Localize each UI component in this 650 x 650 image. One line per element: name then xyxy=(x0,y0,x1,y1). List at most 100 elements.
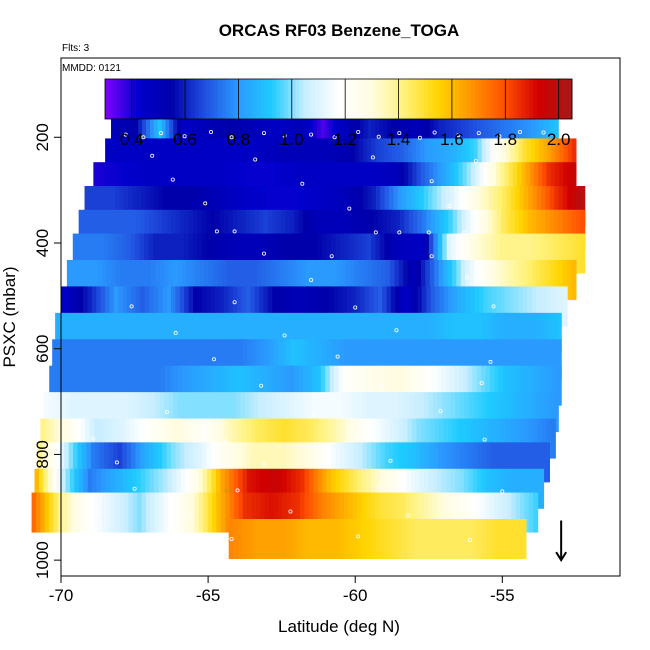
heat-cell xyxy=(383,492,389,533)
heat-cell xyxy=(147,312,153,353)
colorbar-cell xyxy=(198,79,203,119)
sample-point xyxy=(253,157,258,162)
heat-cell xyxy=(338,138,344,179)
heat-cell xyxy=(385,260,391,300)
heat-cell xyxy=(343,392,349,433)
heat-cell xyxy=(450,468,456,509)
heat-cell xyxy=(84,260,90,300)
heat-cell xyxy=(228,519,234,559)
heat-cell xyxy=(442,233,448,274)
heat-cell xyxy=(245,286,251,327)
heat-cell xyxy=(95,442,101,483)
heat-cell xyxy=(371,418,377,459)
heat-cell xyxy=(508,312,514,353)
colorbar-cell xyxy=(206,79,211,119)
heat-cell xyxy=(162,468,168,509)
colorbar-cell xyxy=(544,79,550,119)
heat-cell xyxy=(68,312,74,353)
colorbar-cell xyxy=(501,79,507,119)
heat-cell xyxy=(340,162,346,203)
heat-cell xyxy=(371,186,377,226)
heat-cell xyxy=(304,233,310,274)
heat-cell xyxy=(304,492,310,533)
heat-cell xyxy=(388,468,394,509)
heat-cell xyxy=(242,468,248,509)
heat-cell xyxy=(575,209,581,250)
sample-point xyxy=(438,409,443,414)
heat-cell xyxy=(289,209,295,250)
heat-cell xyxy=(110,392,116,433)
heat-cell xyxy=(428,468,434,509)
heat-cell xyxy=(95,233,101,274)
colorbar-cell xyxy=(486,79,491,119)
heat-cell xyxy=(143,162,149,203)
heat-cell xyxy=(443,286,449,327)
heat-cell xyxy=(277,138,282,179)
colorbar-cell xyxy=(350,79,355,119)
heat-cell xyxy=(514,138,520,179)
heat-cell xyxy=(437,339,443,380)
heat-cell xyxy=(81,233,87,274)
heat-cell xyxy=(308,233,314,274)
heat-cell xyxy=(483,209,489,250)
heat-cell xyxy=(401,339,407,380)
heat-cell xyxy=(187,312,193,353)
heat-cell xyxy=(240,138,245,179)
sample-point xyxy=(203,201,208,206)
heat-cell xyxy=(442,442,448,483)
heat-cell xyxy=(546,112,552,152)
colorbar-cell xyxy=(136,79,141,119)
heat-cell xyxy=(349,186,355,226)
heat-cell xyxy=(85,418,91,459)
sample-point xyxy=(447,203,452,208)
heat-cell xyxy=(216,492,222,533)
heat-cell xyxy=(418,365,424,406)
heat-cell xyxy=(223,209,229,250)
heat-cell xyxy=(111,365,117,406)
heat-cell xyxy=(448,209,454,250)
heat-cell xyxy=(212,260,218,300)
heat-cell xyxy=(309,442,315,483)
heat-cell xyxy=(358,312,364,353)
heat-cell xyxy=(326,492,332,533)
heat-cell xyxy=(184,442,190,483)
heat-cell xyxy=(210,209,216,250)
heat-cell xyxy=(210,233,216,274)
heat-cell xyxy=(162,138,168,179)
heat-cell xyxy=(571,162,577,203)
heat-cell xyxy=(44,418,50,459)
sample-point xyxy=(123,132,128,137)
heat-cell xyxy=(413,209,419,250)
heat-cell xyxy=(348,233,354,274)
colorbar-cell xyxy=(186,79,192,119)
heat-cell xyxy=(231,365,237,406)
heat-cell xyxy=(193,186,199,226)
heat-cell xyxy=(231,392,237,433)
heat-cell xyxy=(477,392,483,433)
heat-cell xyxy=(255,519,261,559)
heat-cell xyxy=(375,519,381,559)
heat-cell xyxy=(146,392,152,433)
heat-cell xyxy=(176,468,182,509)
heat-cell xyxy=(285,392,291,433)
heat-cell xyxy=(120,418,127,459)
heat-cell xyxy=(458,365,464,406)
heat-cell xyxy=(432,186,438,226)
heat-cell xyxy=(415,312,421,353)
colorbar-cell xyxy=(245,79,250,119)
heat-cell xyxy=(260,468,266,509)
heat-cell xyxy=(126,233,132,274)
heat-cell xyxy=(228,286,234,327)
sample-point xyxy=(426,230,431,235)
heat-cell xyxy=(65,392,71,433)
heat-cell xyxy=(518,286,524,327)
sample-point xyxy=(211,357,216,362)
heat-cell xyxy=(271,392,277,433)
heat-cell xyxy=(437,392,443,433)
heat-cell xyxy=(281,209,287,250)
heat-cell xyxy=(509,233,515,274)
colorbar-cell xyxy=(369,79,375,119)
heat-cell xyxy=(422,112,427,152)
heat-cell xyxy=(433,442,439,483)
heat-cell xyxy=(282,492,288,533)
